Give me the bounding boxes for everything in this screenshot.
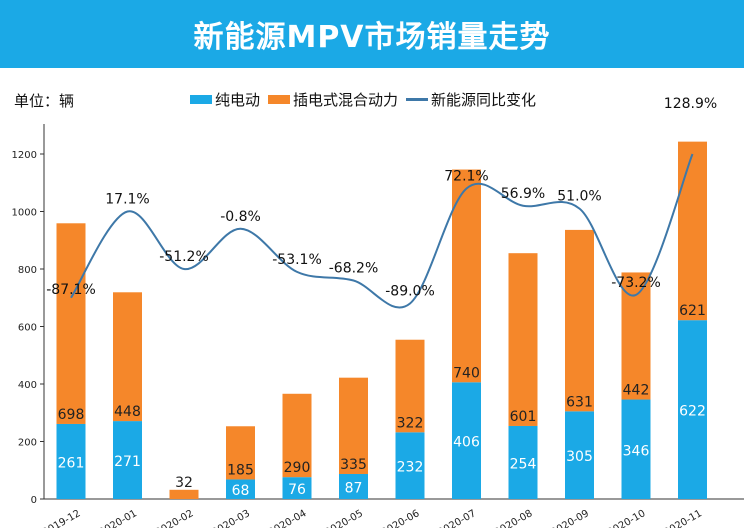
x-tick-label: 2020-11 [662,508,704,528]
bar-pure-ev [678,320,707,499]
bar-phev [339,377,368,474]
legend-swatch-pure-ev [190,94,212,104]
data-label-pure-ev: 271 [114,454,141,470]
yoy-label: 17.1% [105,192,149,208]
data-label-phev: 698 [58,407,85,423]
unit-label: 单位：辆 [14,92,75,110]
page-title: 新能源MPV市场销量走势 [193,20,551,55]
yoy-label: 56.9% [501,186,545,202]
legend-item-phev: 插电式混合动力 [268,89,398,110]
data-label-phev: 601 [510,409,537,425]
bar-phev [56,223,86,424]
x-tick-label: 2020-07 [436,508,478,528]
bar-pure-ev [113,421,142,499]
yoy-label: -89.0% [385,284,435,300]
data-label-phev: 621 [679,303,706,319]
bar-pure-ev [565,411,594,499]
bar-phev [226,426,255,480]
data-label-phev: 631 [566,394,593,410]
data-label-phev: 442 [623,383,650,399]
title-banner: 新能源MPV市场销量走势 [0,0,744,68]
x-tick-label: 2020-01 [97,508,139,528]
y-tick-label: 0 [31,495,37,506]
bar-phev [282,393,312,478]
legend-swatch-yoy [406,97,429,101]
data-label-pure-ev: 305 [566,449,593,465]
bar-pure-ev [452,382,481,499]
yoy-label: 72.1% [444,169,488,185]
yoy-label: -68.2% [329,261,379,277]
yoy-label: 51.0% [557,189,601,205]
legend-label-yoy: 新能源同比变化 [431,90,537,109]
data-label-pure-ev: 346 [623,443,650,459]
data-label-pure-ev: 68 [232,483,250,499]
bar-phev [169,489,199,499]
bar-phev [565,229,594,412]
data-label-phev: 290 [284,460,311,476]
legend-label-pure-ev: 纯电动 [215,90,261,109]
bar-pure-ev [56,423,86,499]
y-tick-label: 1000 [12,208,37,219]
data-label-phev: 448 [114,404,141,420]
data-label-pure-ev: 261 [58,455,85,471]
bar-pure-ev [282,477,312,499]
y-tick-label: 800 [18,265,37,276]
bar-pure-ev [395,432,425,499]
yoy-label: 128.9% [664,96,717,112]
yoy-label: -87.1% [46,282,96,298]
data-label-pure-ev: 254 [510,456,537,472]
data-label-phev: 322 [397,415,424,431]
data-label-pure-ev: 622 [679,404,706,420]
chart-legend: 纯电动 插电式混合动力 新能源同比变化 [190,88,536,110]
yoy-label: -53.1% [272,252,322,268]
legend-item-yoy: 新能源同比变化 [406,89,536,110]
legend-item-pure-ev: 纯电动 [190,89,260,110]
bar-pure-ev [508,425,538,499]
bar-phev [113,292,142,422]
y-tick-label: 600 [18,323,37,334]
x-tick-label: 2019-12 [41,508,83,528]
x-tick-label: 2020-06 [380,508,422,528]
yoy-label: -73.2% [611,275,661,291]
bar-phev [508,253,538,426]
data-label-pure-ev: 87 [345,480,363,496]
data-label-pure-ev: 232 [397,460,424,476]
data-label-phev: 32 [175,475,193,491]
y-tick-label: 200 [18,438,37,449]
bar-pure-ev [339,473,368,499]
bar-phev [452,169,481,383]
x-tick-label: 2020-08 [493,508,535,528]
bar-pure-ev [621,399,651,499]
x-tick-label: 2020-02 [154,508,196,528]
x-tick-label: 2020-09 [549,508,591,528]
bar-phev [395,339,425,433]
y-tick-label: 400 [18,380,37,391]
bar-phev [678,141,707,321]
x-tick-label: 2020-03 [210,508,252,528]
y-tick-label: 1200 [12,150,37,161]
bar-pure-ev [226,479,255,499]
data-label-phev: 185 [227,462,254,478]
data-label-pure-ev: 406 [453,435,480,451]
legend-swatch-phev [268,94,291,104]
legend-label-phev: 插电式混合动力 [293,90,399,109]
data-label-phev: 740 [453,365,480,381]
x-tick-label: 2020-10 [606,508,648,528]
x-tick-label: 2020-05 [323,508,365,528]
data-label-pure-ev: 76 [288,482,306,498]
x-tick-label: 2020-04 [267,508,309,528]
yoy-line [70,153,694,309]
yoy-label: -51.2% [159,249,209,265]
yoy-label: -0.8% [220,209,261,225]
data-label-phev: 335 [340,457,367,473]
